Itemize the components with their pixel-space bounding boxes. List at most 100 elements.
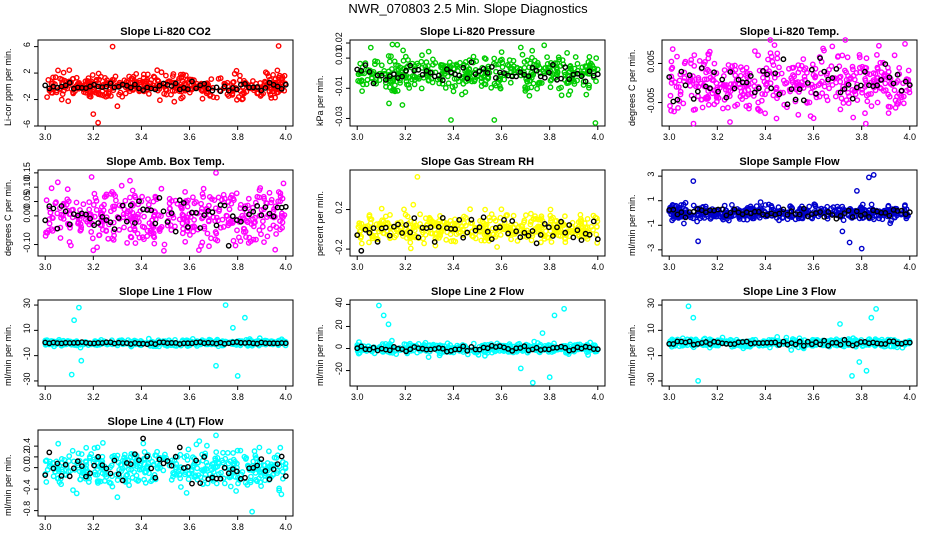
data-point [669,109,673,113]
data-point [96,71,100,75]
data-point [903,42,907,46]
reference-point [879,78,883,82]
reference-point [814,92,818,96]
data-point [201,187,205,191]
y-tick-label: 10 [646,323,656,333]
data-point [746,93,750,97]
reference-point [514,74,518,78]
data-point [165,88,169,92]
reference-point [469,218,473,222]
data-point [95,445,99,449]
x-tick-label: 3.8 [855,262,868,272]
data-point [841,218,845,222]
data-point [529,85,533,89]
y-tick-label: 1 [646,196,656,201]
data-point [840,229,844,233]
data-point [847,240,851,244]
data-point [687,79,691,83]
data-point [91,236,95,240]
data-point [155,78,159,82]
y-tick-label: 2 [22,69,32,74]
data-point [93,196,97,200]
reference-point [43,218,47,222]
data-point [66,99,70,103]
data-point [593,121,597,125]
x-tick-label: 3.0 [351,262,364,272]
data-point [181,231,185,235]
series-points [356,175,600,251]
reference-point [567,223,571,227]
data-point [492,56,496,60]
data-point [211,95,215,99]
data-point [676,106,680,110]
x-tick-label: 3.4 [447,262,460,272]
reference-point [494,76,498,80]
data-point [274,232,278,236]
data-point [594,56,598,60]
data-point [796,113,800,117]
data-point [155,466,159,470]
reference-point [700,66,704,70]
data-point [834,94,838,98]
data-point [809,90,813,94]
data-point [668,94,672,98]
data-point [446,81,450,85]
reference-point [547,225,551,229]
y-tick-label: 30 [22,298,32,308]
x-tick-label: 3.0 [351,132,364,142]
data-point [543,66,547,70]
data-point [124,91,128,95]
data-point [61,92,65,96]
data-point [482,56,486,60]
data-point [109,209,113,213]
data-point [479,238,483,242]
data-point [811,116,815,120]
data-point [845,55,849,59]
data-point [892,88,896,92]
y-tick-label: -3 [646,244,656,252]
data-point [89,452,93,456]
data-point [522,66,526,70]
data-point [838,322,842,326]
data-point [594,79,598,83]
data-point [860,246,864,250]
data-point [360,241,364,245]
data-point [377,303,381,307]
data-point [675,54,679,58]
data-point [227,207,231,211]
data-point [207,219,211,223]
data-point [169,92,173,96]
data-point [511,214,515,218]
data-point [91,112,95,116]
reference-point [255,204,259,208]
data-point [869,202,873,206]
reference-point [194,211,198,215]
data-point [195,466,199,470]
data-point [92,203,96,207]
x-tick-label: 3.0 [663,392,676,402]
data-point [540,331,544,335]
data-point [201,195,205,199]
data-point [696,239,700,243]
data-point [113,74,117,78]
data-point [836,55,840,59]
data-point [524,213,528,217]
data-point [575,62,579,66]
data-point [805,71,809,75]
data-point [829,64,833,68]
data-point [499,50,503,54]
y-tick-label: -2 [22,94,32,102]
y-tick-label: 10 [22,323,32,333]
y-tick-label: -0.01 [334,76,344,97]
data-point [420,86,424,90]
data-point [790,66,794,70]
data-point [712,102,716,106]
data-point [509,237,513,241]
reference-point [769,86,773,90]
data-point [87,200,91,204]
data-point [388,213,392,217]
data-point [426,355,430,359]
y-tick-label: 20 [334,319,344,329]
